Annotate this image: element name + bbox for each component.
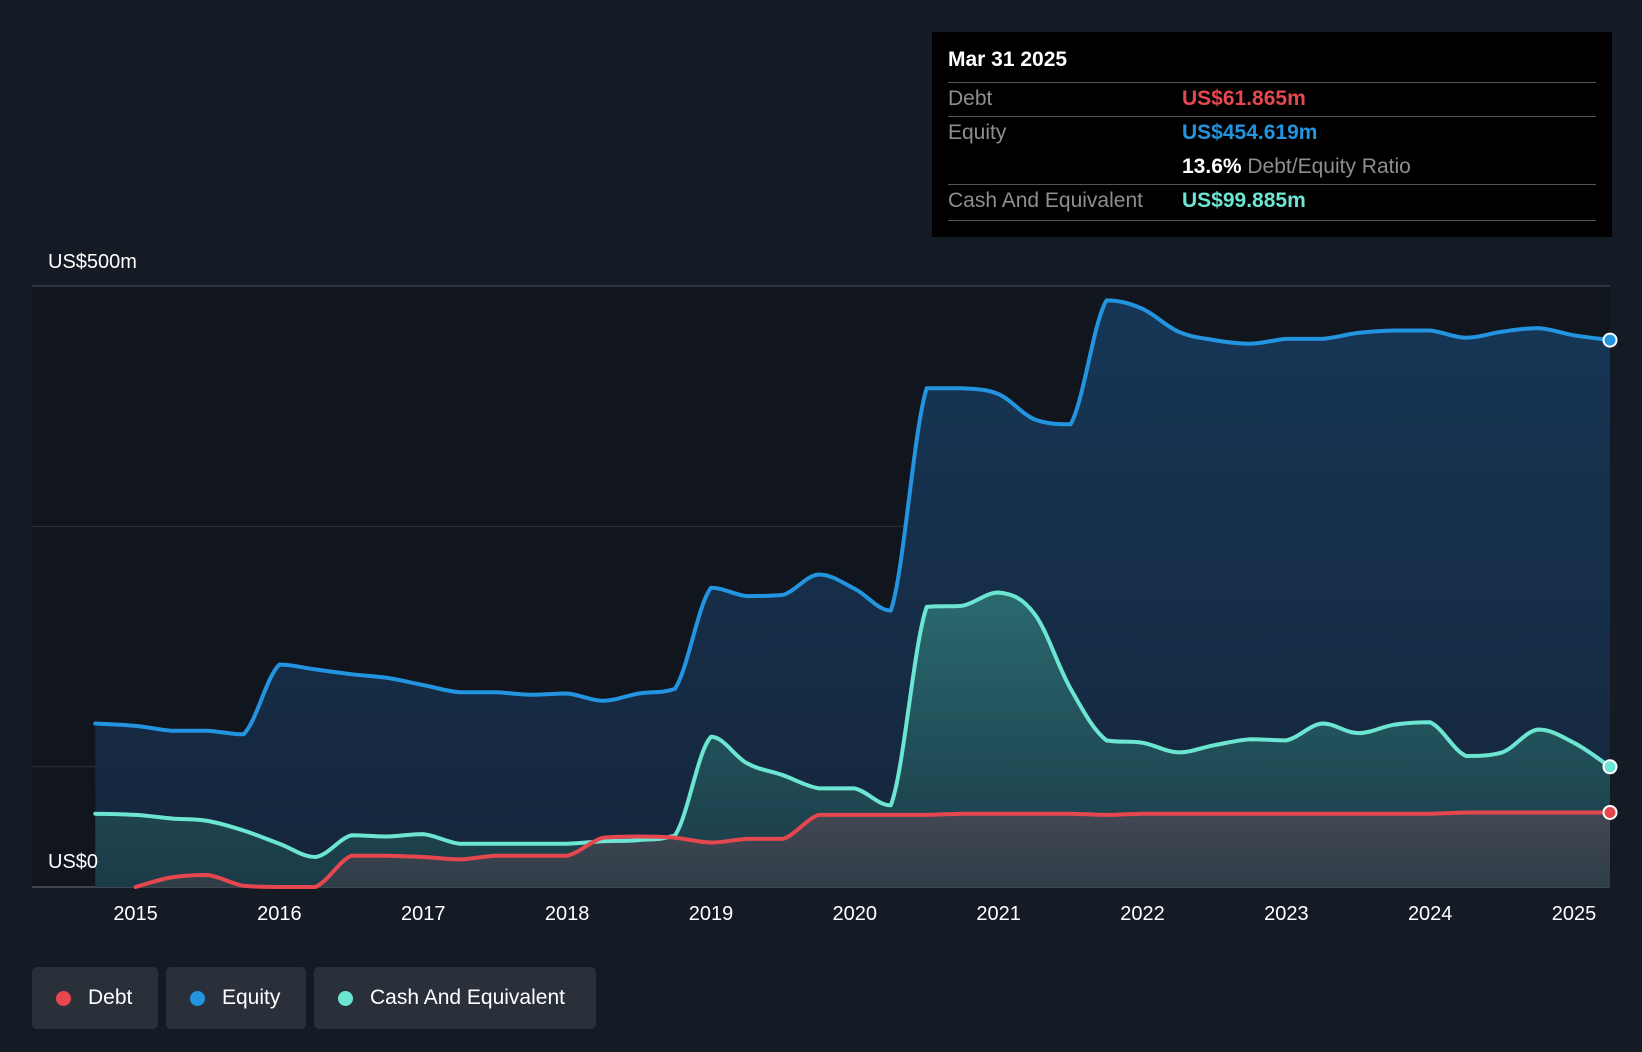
tooltip-equity-label: Equity <box>948 121 1007 144</box>
equity-end-marker <box>1602 332 1618 348</box>
x-tick-label: 2024 <box>1408 903 1453 925</box>
y-axis-max-label: US$500m <box>48 251 137 273</box>
x-tick-label: 2025 <box>1552 903 1597 925</box>
tooltip-divider <box>948 184 1596 185</box>
tooltip-divider <box>948 220 1596 221</box>
equity-line <box>93 298 1612 737</box>
tooltip-cash-value: US$99.885m <box>1182 189 1306 212</box>
cash-line <box>93 590 1612 859</box>
x-tick-label: 2019 <box>689 903 734 925</box>
tooltip-ratio: 13.6% Debt/Equity Ratio <box>1182 155 1411 179</box>
cash-legend-dot-icon <box>338 990 353 1006</box>
tooltip-divider <box>948 82 1596 83</box>
tooltip-debt-value: US$61.865m <box>1182 87 1306 110</box>
data-tooltip: Mar 31 2025 Debt US$61.865m Equity US$45… <box>932 32 1612 237</box>
tooltip-divider <box>948 116 1596 117</box>
x-tick-label: 2021 <box>976 903 1021 925</box>
debt-legend-dot-icon <box>56 990 71 1006</box>
tooltip-ratio-value: 13.6% <box>1182 155 1242 178</box>
x-tick-label: 2022 <box>1120 903 1165 925</box>
series-lines <box>93 298 1618 890</box>
x-tick-label: 2018 <box>545 903 590 925</box>
legend-item-cash[interactable]: Cash And Equivalent <box>314 967 596 1029</box>
x-tick-label: 2017 <box>401 903 446 925</box>
x-tick-label: 2016 <box>257 903 302 925</box>
tooltip-equity-value: US$454.619m <box>1182 121 1318 144</box>
tooltip-debt-label: Debt <box>948 87 993 110</box>
equity-legend-dot-icon <box>190 990 205 1006</box>
debt-area <box>135 812 1611 887</box>
debt-end-marker <box>1602 804 1618 820</box>
legend-item-debt[interactable]: Debt <box>32 967 158 1029</box>
debt-line <box>133 810 1612 890</box>
legend-label-cash: Cash And Equivalent <box>370 986 565 1009</box>
x-tick-label: 2023 <box>1264 903 1309 925</box>
y-axis-zero-label: US$0 <box>48 851 99 873</box>
tooltip-ratio-label: Debt/Equity Ratio <box>1247 155 1411 178</box>
legend-label-debt: Debt <box>88 986 133 1009</box>
tooltip-date: Mar 31 2025 <box>948 48 1068 71</box>
legend-item-equity[interactable]: Equity <box>166 967 306 1029</box>
x-axis-ticks: 2015 2016 2017 2018 2019 2020 2021 2022 2023 2024… <box>113 903 1596 925</box>
x-tick-label: 2020 <box>833 903 878 925</box>
tooltip-cash-label: Cash And Equivalent <box>948 189 1143 212</box>
cash-end-marker <box>1602 759 1618 775</box>
x-tick-label: 2015 <box>113 903 158 925</box>
legend-label-equity: Equity <box>222 986 281 1009</box>
